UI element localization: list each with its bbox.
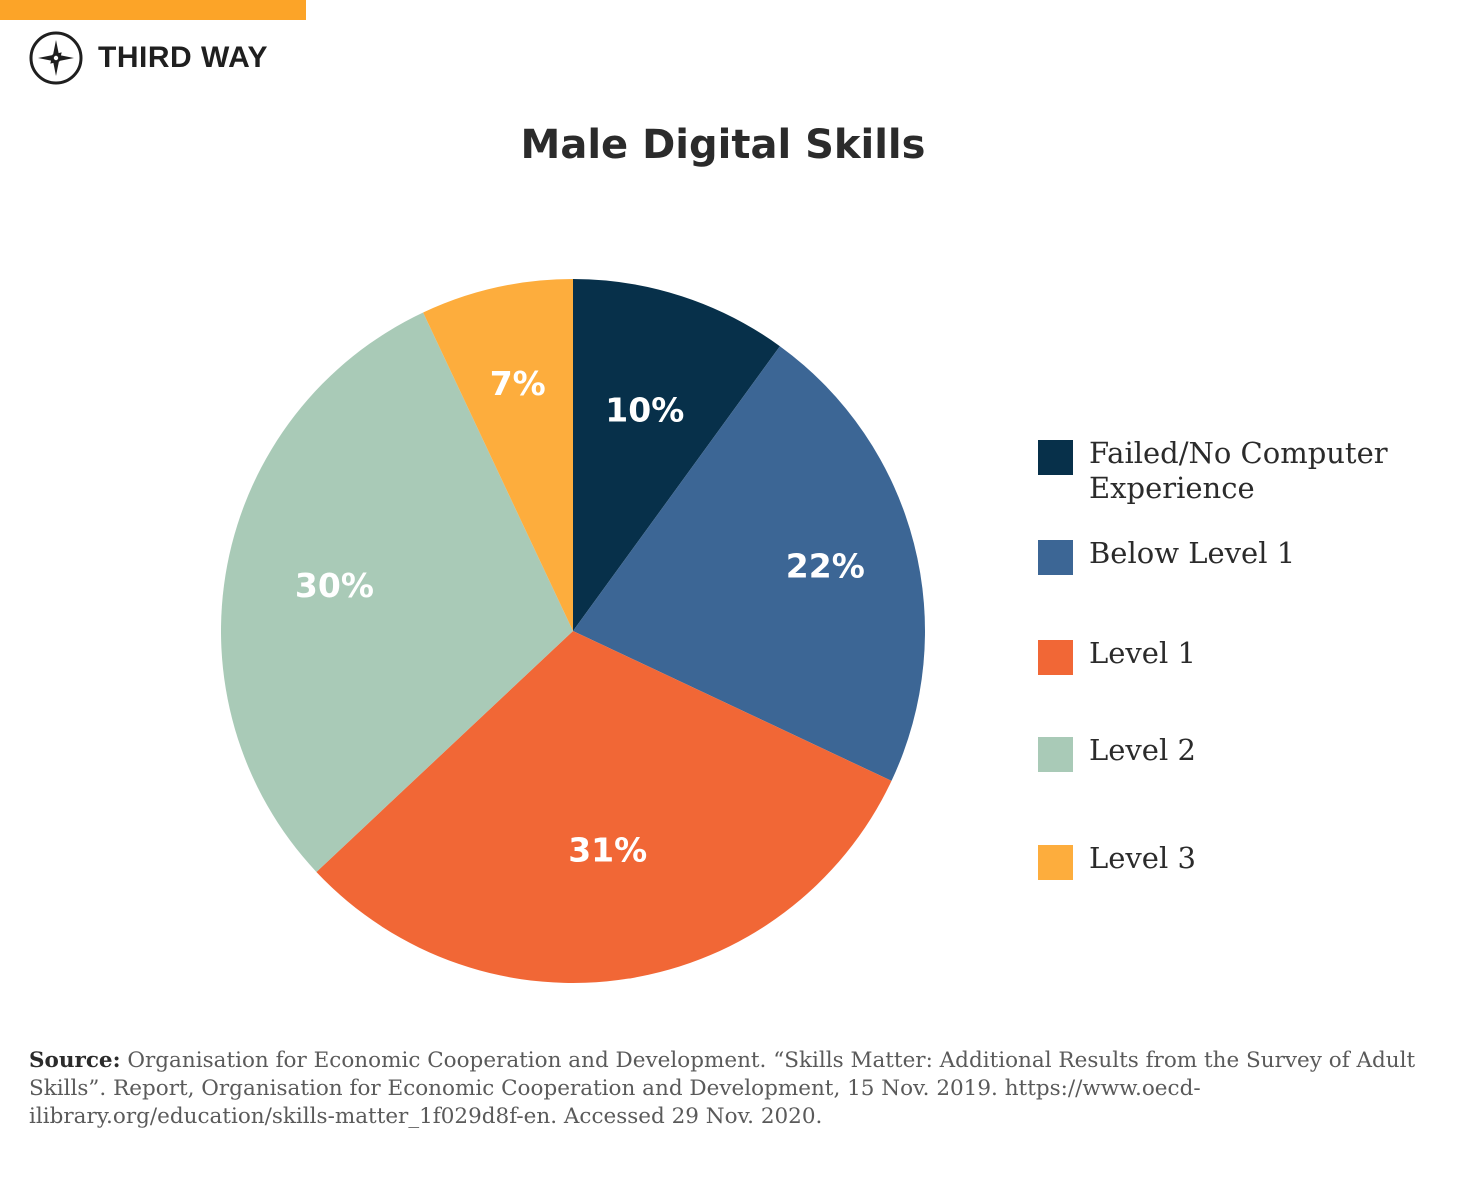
legend-item: Level 2: [1038, 733, 1196, 772]
legend-item: Below Level 1: [1038, 536, 1295, 575]
pie-slice-below-level-1: [573, 346, 926, 781]
legend-swatch: [1038, 640, 1073, 675]
source-note: Source: Organisation for Economic Cooper…: [29, 1047, 1449, 1131]
brand-accent-bar: [0, 0, 306, 20]
compass-icon: [29, 31, 83, 85]
legend-label: Below Level 1: [1089, 536, 1296, 570]
slice-value-label: 22%: [786, 547, 865, 586]
legend-swatch: [1038, 440, 1073, 475]
pie-slice-level-1: [316, 631, 892, 983]
pie-slice-level-2: [220, 312, 573, 872]
legend-swatch: [1038, 845, 1073, 880]
brand-name: THIRD WAY: [98, 41, 269, 74]
source-label: Source:: [29, 1048, 121, 1073]
legend-item: Failed/No Computer Experience: [1038, 436, 1429, 506]
legend-label: Level 3: [1089, 841, 1196, 875]
legend-item: Level 1: [1038, 636, 1196, 675]
legend-label: Level 1: [1089, 636, 1196, 670]
legend-item: Level 3: [1038, 841, 1196, 880]
legend-swatch: [1038, 737, 1073, 772]
source-text: Organisation for Economic Cooperation an…: [29, 1048, 1416, 1129]
slice-value-label: 10%: [605, 391, 684, 430]
pie-slices: [220, 279, 926, 983]
brand-header: THIRD WAY: [28, 30, 268, 86]
pie-slice-failed-no-computer-experience: [573, 279, 780, 631]
legend-label: Failed/No Computer Experience: [1089, 436, 1388, 505]
legend-swatch: [1038, 540, 1073, 575]
chart-title: Male Digital Skills: [520, 122, 926, 168]
slice-value-label: 30%: [295, 566, 374, 605]
pie-slice-level-3: [423, 279, 573, 631]
slice-value-label: 31%: [568, 831, 647, 870]
slice-value-label: 7%: [490, 364, 546, 403]
pie-slice-labels: 10% 22% 31% 30% 7%: [295, 364, 865, 869]
legend-label: Level 2: [1089, 733, 1196, 767]
